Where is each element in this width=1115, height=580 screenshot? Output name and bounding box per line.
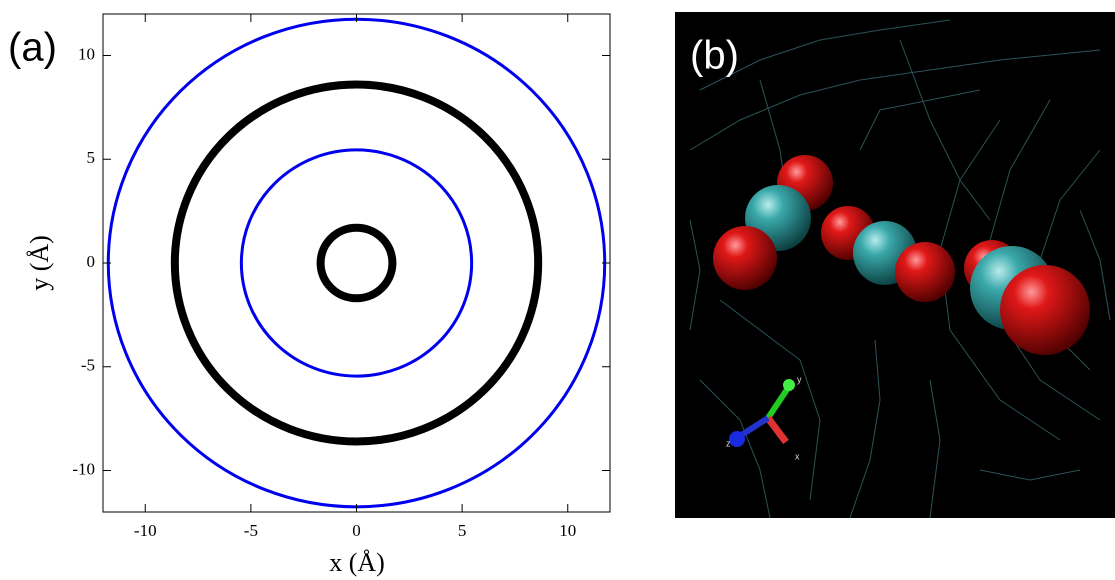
x-tick-label: -5 [244, 521, 258, 540]
panel-label: (b) [690, 34, 739, 78]
y-axis-label: y (Å) [25, 235, 54, 291]
axes: -10 -5 0 5 10 -10 -5 0 5 10 [72, 14, 610, 540]
y-tick-label: 10 [78, 44, 95, 63]
y-tick-label: 0 [87, 252, 96, 271]
oxygen-atom [895, 242, 955, 302]
axis-triad-label: x [795, 451, 800, 461]
panel-label: (a) [8, 26, 57, 70]
x-tick-label: -10 [134, 521, 157, 540]
x-tick-label: 0 [352, 521, 361, 540]
y-tick-label: -10 [72, 459, 95, 478]
trajectory-ring [175, 85, 538, 442]
x-axis-label: x (Å) [329, 548, 385, 577]
x-tick-label: 10 [559, 521, 576, 540]
axis-triad-label: y [797, 374, 802, 384]
y-tick-label: -5 [81, 356, 95, 375]
trajectory-ring [321, 228, 393, 299]
boundary-circle [241, 150, 471, 376]
oxygen-atom [713, 226, 777, 290]
oxygen-atom [1000, 265, 1090, 355]
axis-triad-label: z [726, 438, 731, 448]
x-tick-label: 5 [458, 521, 467, 540]
render-panel: y x z (b) [675, 12, 1115, 518]
y-tick-label: 5 [87, 148, 96, 167]
plot-frame [103, 14, 610, 512]
boundary-circle [108, 19, 604, 507]
figure: (a) -10 -5 0 5 10 -10 -5 0 5 10 x (Å) y (Å) y [0, 0, 1115, 580]
plot-area [108, 19, 604, 507]
